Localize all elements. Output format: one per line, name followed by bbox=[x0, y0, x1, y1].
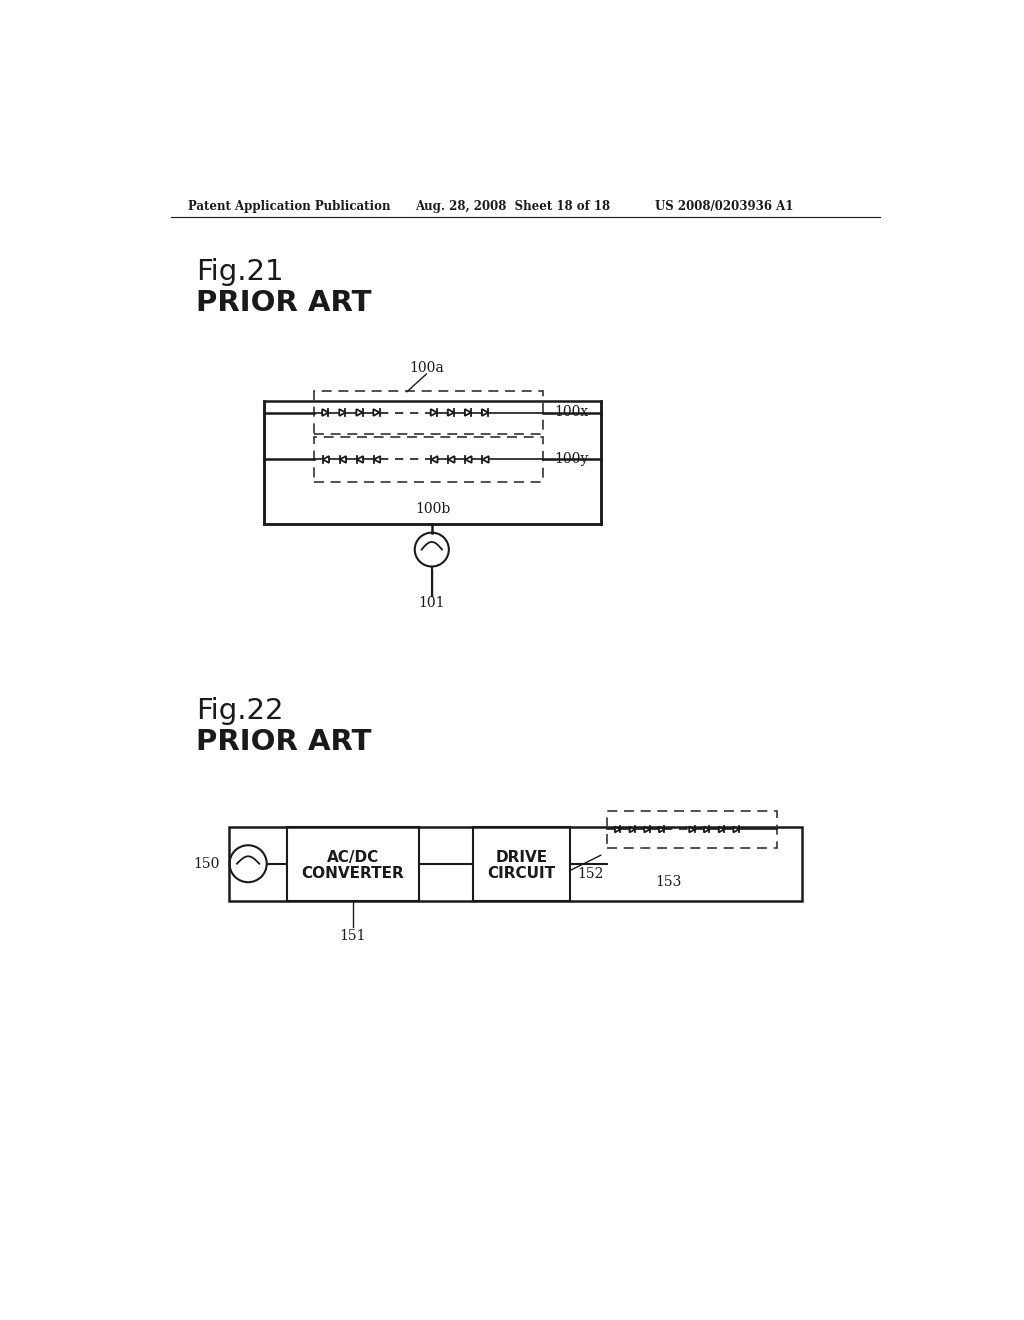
Bar bbox=[263, 401, 601, 524]
Text: CIRCUIT: CIRCUIT bbox=[487, 866, 555, 880]
Text: 100b: 100b bbox=[415, 502, 451, 516]
Text: AC/DC: AC/DC bbox=[327, 850, 379, 865]
Text: US 2008/0203936 A1: US 2008/0203936 A1 bbox=[655, 199, 794, 213]
Bar bbox=[314, 391, 543, 434]
Bar bbox=[287, 826, 419, 902]
Bar bbox=[607, 812, 777, 847]
Text: Fig.21: Fig.21 bbox=[197, 259, 284, 286]
Text: Patent Application Publication: Patent Application Publication bbox=[188, 199, 391, 213]
Text: 151: 151 bbox=[340, 929, 366, 942]
Text: 152: 152 bbox=[578, 867, 604, 882]
Text: Fig.22: Fig.22 bbox=[197, 697, 284, 725]
Bar bbox=[314, 437, 543, 482]
Text: 100y: 100y bbox=[554, 453, 589, 466]
Text: 100x: 100x bbox=[554, 405, 589, 420]
Text: 100a: 100a bbox=[409, 360, 443, 375]
Text: PRIOR ART: PRIOR ART bbox=[197, 729, 372, 756]
Text: CONVERTER: CONVERTER bbox=[301, 866, 404, 880]
Text: 101: 101 bbox=[419, 597, 445, 610]
Text: DRIVE: DRIVE bbox=[496, 850, 548, 865]
Bar bbox=[228, 826, 802, 902]
Text: PRIOR ART: PRIOR ART bbox=[197, 289, 372, 317]
Text: 153: 153 bbox=[655, 875, 682, 890]
Bar bbox=[473, 826, 569, 902]
Text: 150: 150 bbox=[194, 857, 219, 871]
Text: Aug. 28, 2008  Sheet 18 of 18: Aug. 28, 2008 Sheet 18 of 18 bbox=[415, 199, 610, 213]
